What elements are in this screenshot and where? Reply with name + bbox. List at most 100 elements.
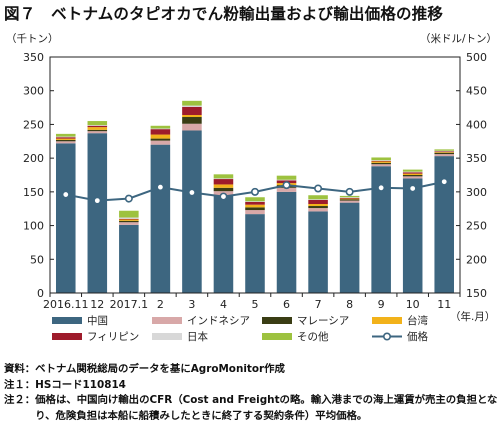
note-source-label: 資料： [4, 363, 36, 375]
bar-segment-s1-c3 [150, 140, 171, 145]
notes: 資料： ベトナム関税総局のデータを基にAgroMonitor作成 注１： HSコ… [4, 362, 498, 424]
right-tick-label-7: 500 [466, 51, 487, 64]
x-tick-label-6: 5 [252, 298, 259, 311]
right-tick-label-0: 150 [466, 287, 487, 300]
bar-segment-s6-c4 [182, 100, 202, 106]
bar-segment-s3-c10 [371, 161, 391, 163]
bar-segment-s5-c11 [402, 171, 423, 173]
bar-segment-s4-c4 [182, 106, 202, 115]
price-point-11 [408, 184, 417, 193]
legend-label-0: 中国 [87, 314, 108, 327]
bar-segment-s4-c10 [371, 160, 391, 162]
left-tick-label-1: 50 [30, 253, 44, 266]
bar-segment-s5-c4 [182, 105, 202, 107]
bar-segment-s2-c1 [87, 129, 108, 132]
bar-segment-s4-c3 [150, 129, 171, 135]
legend-label-6: その他 [297, 330, 329, 343]
right-axis-unit: （米ドル/トン） [420, 32, 497, 45]
x-tick-label-11: 10 [406, 298, 420, 311]
legend-label-4: フィリピン [87, 331, 139, 343]
chart-area: （千トン） （米ドル/トン） 0 50 100 150 200 250 300 350 150 2… [6, 32, 497, 343]
bar-segment-s0-c12 [434, 156, 454, 293]
note-2-text: 価格は、中国向け輸出のCFR（Cost and Freightの略。輸入港までの… [35, 394, 498, 422]
note-1-text: HSコード110814 [35, 378, 126, 391]
bar-segment-s2-c4 [182, 117, 202, 124]
bar-segment-s1-c7 [276, 187, 297, 192]
bar-segment-s4-c6 [245, 201, 265, 205]
legend-swatch-0 [52, 317, 82, 324]
bar-segment-s6-c6 [245, 197, 265, 202]
right-tick-label-6: 450 [466, 85, 487, 98]
legend-label-3: 台湾 [407, 314, 428, 327]
price-point-9 [345, 187, 354, 196]
bar-segment-s0-c5 [213, 195, 234, 293]
bar-segment-s4-c5 [213, 179, 234, 185]
legend-swatch-4 [52, 333, 82, 340]
left-axis-unit: （千トン） [6, 33, 59, 45]
bar-segment-s0-c1 [87, 133, 108, 293]
bar-segment-s4-c12 [434, 151, 454, 153]
bar-segment-s5-c10 [371, 160, 391, 161]
bar-segment-s3-c12 [434, 152, 454, 153]
price-line-layer [61, 177, 449, 205]
bar-segment-s1-c11 [402, 176, 423, 179]
right-tick-label-3: 300 [466, 186, 487, 199]
bar-segment-s5-c1 [87, 125, 108, 126]
bar-segment-s6-c3 [150, 125, 171, 129]
note-2-label: 注２： [4, 394, 36, 406]
bar-segment-s3-c11 [402, 173, 423, 175]
bar-segment-s4-c8 [308, 199, 328, 204]
left-tick-label-2: 100 [23, 220, 44, 233]
bar-segment-s1-c0 [55, 141, 76, 144]
note-2: 注２： 価格は、中国向け輸出のCFR（Cost and Freightの略。輸入… [4, 393, 498, 424]
bar-segment-s4-c2 [119, 218, 139, 220]
price-point-2 [124, 194, 133, 203]
x-tick-label-9: 8 [346, 298, 353, 311]
price-point-5 [219, 192, 228, 201]
bar-segment-s4-c11 [402, 172, 423, 174]
left-tick-label-3: 150 [23, 186, 44, 199]
legend-label-5: 日本 [187, 330, 208, 343]
price-point-7 [282, 181, 291, 190]
price-point-8 [314, 184, 323, 193]
price-point-12 [440, 177, 449, 186]
bar-segment-s3-c0 [55, 138, 76, 140]
bar-segment-s4-c1 [87, 125, 108, 128]
right-tick-label-5: 400 [466, 118, 487, 131]
bar-segment-s0-c4 [182, 130, 202, 293]
bar-segment-s0-c7 [276, 191, 297, 293]
legend-label-7: 価格 [407, 330, 428, 343]
bar-segment-s2-c2 [119, 220, 139, 223]
bar-segment-s0-c10 [371, 166, 391, 293]
bar-segment-s4-c9 [339, 197, 360, 199]
right-tick-label-4: 350 [466, 152, 487, 165]
bar-segment-s0-c3 [150, 144, 171, 293]
x-tick-label-7: 6 [283, 298, 290, 311]
left-tick-label-7: 350 [23, 51, 44, 64]
chart-title: 図７ ベトナムのタピオカでん粉輸出量および輸出価格の推移 [4, 5, 444, 23]
bar-segment-s6-c8 [308, 195, 328, 200]
bar-segment-s2-c6 [245, 207, 265, 211]
note-1-label: 注１： [4, 378, 36, 391]
x-tick-label-10: 9 [378, 298, 385, 311]
bar-segment-s4-c0 [55, 137, 76, 139]
bar-segment-s5-c0 [55, 136, 76, 138]
bar-segment-s6-c1 [87, 121, 108, 126]
bar-segment-s5-c5 [213, 178, 234, 180]
bar-segment-s5-c8 [308, 199, 328, 200]
bar-segment-s0-c8 [308, 211, 328, 293]
x-tick-label-4: 3 [188, 298, 195, 311]
bar-segment-s5-c12 [434, 150, 454, 152]
bar-segment-s3-c3 [150, 134, 171, 139]
right-tick-label-2: 250 [466, 220, 487, 233]
bar-segment-s0-c9 [339, 202, 360, 293]
bar-segment-s2-c5 [213, 187, 234, 192]
bar-segment-s3-c8 [308, 203, 328, 207]
note-source: 資料： ベトナム関税総局のデータを基にAgroMonitor作成 [4, 362, 498, 378]
legend-swatch-2 [262, 317, 292, 324]
x-tick-label-2: 2017.1 [110, 298, 149, 311]
bar-segment-s1-c8 [308, 208, 328, 212]
price-point-0 [61, 190, 70, 199]
bar-segment-s5-c2 [119, 217, 139, 219]
